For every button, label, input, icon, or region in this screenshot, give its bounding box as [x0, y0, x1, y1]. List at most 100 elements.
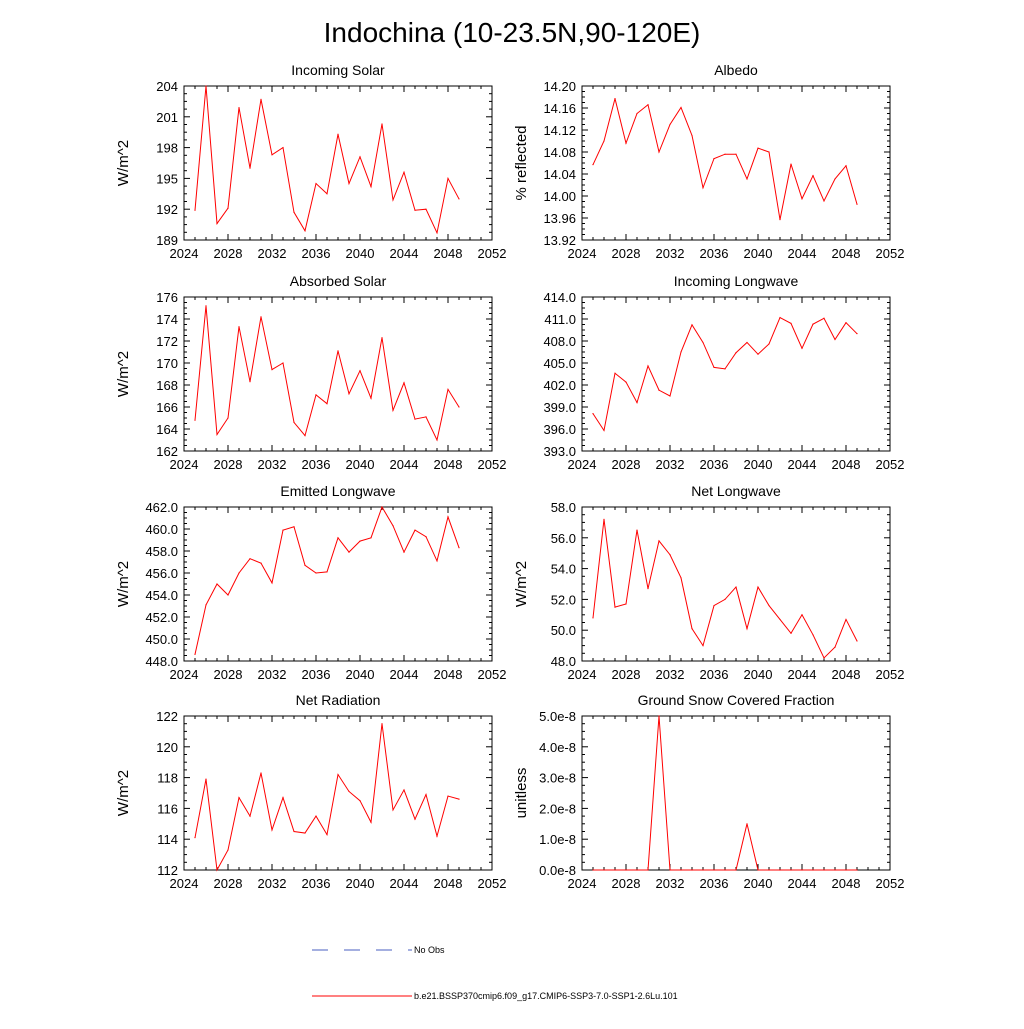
x-tick-label: 2032 [258, 876, 287, 891]
data-point [315, 182, 317, 185]
data-point [834, 338, 836, 341]
data-point [823, 317, 825, 319]
panel-net-radiation: Net Radiation 2024 2028 2032 2036 2040 2044 204… [115, 692, 506, 891]
panel-title: Incoming Longwave [674, 273, 799, 289]
x-tick-label: 2044 [788, 246, 817, 261]
data-point [337, 773, 339, 776]
data-point [669, 554, 671, 556]
data-point [348, 790, 350, 793]
plot-frame [581, 715, 891, 871]
panel-title: Net Longwave [691, 483, 781, 499]
data-point [337, 133, 339, 135]
data-point [315, 572, 317, 574]
data-point [779, 316, 781, 319]
panel-title: Absorbed Solar [290, 273, 387, 289]
y-tick-label: 405.0 [543, 356, 576, 371]
data-point [790, 869, 792, 871]
data-point [702, 869, 704, 871]
data-point [724, 368, 726, 370]
data-point [680, 351, 682, 353]
data-point [282, 797, 284, 799]
series-line [194, 305, 460, 442]
data-point [801, 614, 803, 616]
x-tick-label: 2028 [214, 876, 243, 891]
data-point [702, 645, 704, 647]
x-tick-label: 2052 [876, 246, 905, 261]
data-point [812, 634, 814, 636]
data-point [757, 586, 759, 588]
y-tick-label: 14.20 [543, 79, 576, 94]
y-tick-label: 189 [156, 233, 178, 248]
data-point [812, 869, 814, 871]
y-axis-label: W/m^2 [115, 351, 132, 397]
data-point [735, 153, 737, 155]
data-point [801, 347, 803, 349]
data-point [458, 547, 460, 549]
data-point [724, 869, 726, 871]
data-point [757, 869, 759, 871]
data-point [447, 388, 449, 390]
data-point [458, 198, 460, 200]
y-tick-label: 454.0 [145, 588, 178, 603]
data-point [304, 230, 306, 232]
data-point [790, 163, 792, 165]
y-tick-label: 399.0 [543, 400, 576, 415]
data-point [647, 365, 649, 367]
data-point [282, 529, 284, 531]
x-tick-label: 2048 [832, 876, 861, 891]
data-point [856, 333, 858, 335]
data-point [812, 175, 814, 177]
y-tick-label: 13.92 [543, 233, 576, 248]
data-point [592, 869, 594, 871]
y-tick-label: 13.96 [543, 211, 576, 226]
data-point [658, 389, 660, 391]
panel-title: Emitted Longwave [280, 483, 395, 499]
y-tick-label: 198 [156, 141, 178, 156]
x-tick-label: 2052 [478, 667, 507, 682]
data-point [194, 419, 196, 421]
data-point [834, 646, 836, 648]
data-point [658, 540, 660, 542]
data-point [370, 186, 372, 188]
data-point [260, 772, 262, 774]
data-point [436, 560, 438, 562]
y-tick-label: 118 [157, 771, 178, 786]
y-axis-label: unitless [513, 768, 530, 819]
x-tick-label: 2044 [390, 246, 419, 261]
data-point [392, 525, 394, 527]
data-point [779, 869, 781, 871]
data-point [315, 815, 317, 817]
data-point [282, 147, 284, 149]
data-point [271, 829, 273, 831]
data-point [381, 506, 383, 508]
x-tick-label: 2032 [656, 876, 685, 891]
panel-ground-snow-covered-fraction: Ground Snow Covered Fraction 2024 2028 2032… [513, 692, 904, 891]
y-tick-label: 450.0 [145, 632, 178, 647]
y-tick-label: 52.0 [551, 592, 576, 607]
data-point [746, 178, 748, 180]
data-point [436, 835, 438, 837]
x-tick-label: 2028 [612, 667, 641, 682]
data-point [260, 316, 262, 318]
x-tick-label: 2028 [612, 457, 641, 472]
data-point [735, 586, 737, 588]
y-axis-label: W/m^2 [115, 561, 132, 607]
y-tick-label: 112 [157, 863, 178, 878]
data-point [691, 324, 693, 326]
y-tick-label: 201 [156, 110, 178, 125]
panel-albedo: Albedo 2024 2028 2032 2036 2040 2044 2048 2052 13… [513, 62, 904, 261]
data-point [801, 198, 803, 200]
y-tick-label: 396.0 [543, 422, 576, 437]
y-tick-label: 14.16 [543, 101, 576, 116]
data-point [414, 529, 416, 531]
data-point [293, 830, 295, 833]
data-point [425, 793, 427, 796]
data-point [823, 869, 825, 871]
data-point [205, 604, 207, 606]
x-tick-label: 2048 [434, 876, 463, 891]
data-point [403, 382, 405, 384]
data-point [614, 98, 616, 100]
data-point [392, 809, 394, 811]
x-tick-label: 2036 [700, 667, 729, 682]
